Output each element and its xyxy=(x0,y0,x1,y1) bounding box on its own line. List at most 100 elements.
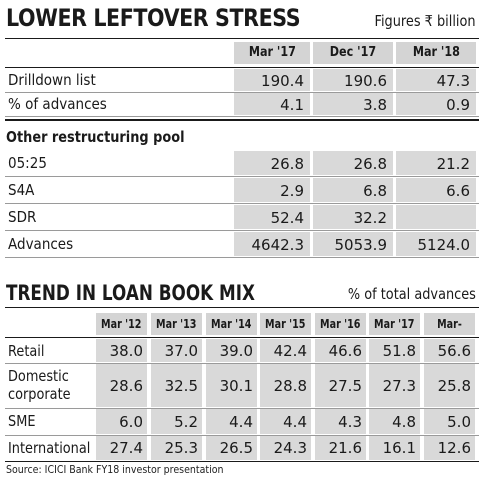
data-cell: 4.4 xyxy=(283,412,307,431)
column-header: Mar '17 xyxy=(369,313,420,335)
data-cell: 24.3 xyxy=(273,439,307,457)
cell-bg xyxy=(151,339,202,362)
row-divider xyxy=(5,257,479,258)
data-cell: 27.4 xyxy=(109,439,143,457)
data-cell: 4.1 xyxy=(280,96,304,114)
cell-bg xyxy=(369,436,420,460)
column-header: Mar '16 xyxy=(315,313,366,335)
data-cell: 51.8 xyxy=(382,341,416,360)
data-cell: 26.8 xyxy=(270,155,304,173)
cell-bg xyxy=(96,409,147,434)
data-cell: 32.5 xyxy=(164,376,198,395)
data-cell: 5.2 xyxy=(174,412,198,431)
divider xyxy=(5,337,479,338)
row-divider xyxy=(5,408,479,409)
row-divider xyxy=(5,363,479,364)
row-label: Advances xyxy=(8,235,74,253)
cell-bg xyxy=(424,364,475,407)
column-header: Mar '18 xyxy=(396,42,476,64)
cell-bg xyxy=(315,364,366,407)
cell-bg xyxy=(206,409,257,434)
data-cell: 5124.0 xyxy=(417,236,471,254)
row-label-line: International xyxy=(8,439,91,457)
cell-bg xyxy=(96,339,147,362)
data-cell: 16.1 xyxy=(382,439,416,457)
cell-bg xyxy=(369,339,420,362)
column-header: Mar '12 xyxy=(96,313,147,335)
cell-bg xyxy=(313,69,393,91)
row-label: Retail xyxy=(8,342,44,360)
data-cell: 25.8 xyxy=(437,376,471,395)
row-label-line: Domestic xyxy=(8,367,69,385)
data-cell: 5053.9 xyxy=(334,236,388,254)
column-header: Mar '15 xyxy=(260,313,311,335)
data-cell: 28.8 xyxy=(273,376,307,395)
cell-bg xyxy=(96,364,147,407)
data-cell: 190.6 xyxy=(344,72,387,90)
row-label: Drilldown list xyxy=(8,71,96,89)
data-cell: 28.6 xyxy=(109,376,143,395)
cell-bg xyxy=(313,178,393,202)
row-divider xyxy=(5,176,479,177)
cell-bg xyxy=(396,69,476,91)
data-cell: 6.6 xyxy=(446,182,470,200)
data-cell: 42.4 xyxy=(273,341,307,360)
cell-bg xyxy=(313,205,393,229)
row-divider xyxy=(5,230,479,231)
data-cell: 32.2 xyxy=(353,209,387,227)
cell-bg xyxy=(234,232,310,256)
row-label-line: corporate xyxy=(8,385,71,403)
cell-bg xyxy=(396,93,476,115)
cell-bg xyxy=(369,364,420,407)
cell-bg xyxy=(234,178,310,202)
data-cell: 56.6 xyxy=(437,341,471,360)
cell-bg xyxy=(313,151,393,175)
row-label: 05:25 xyxy=(8,154,47,172)
cell-bg xyxy=(369,409,420,434)
cell-bg xyxy=(424,409,475,434)
cell-bg xyxy=(260,339,311,362)
data-cell: 47.3 xyxy=(436,72,470,90)
row-divider xyxy=(5,203,479,204)
data-cell: 2.9 xyxy=(280,182,304,200)
cell-bg xyxy=(260,436,311,460)
cell-bg xyxy=(206,339,257,362)
data-cell: 26.5 xyxy=(219,439,253,457)
divider xyxy=(5,307,479,308)
cell-bg xyxy=(313,232,393,256)
data-cell: 0.9 xyxy=(446,96,470,114)
source-note: Source: ICICI Bank FY18 investor present… xyxy=(6,463,224,476)
data-cell: 21.2 xyxy=(436,155,470,173)
cell-bg xyxy=(96,436,147,460)
data-cell: 25.3 xyxy=(164,439,198,457)
data-cell: 26.8 xyxy=(353,155,387,173)
cell-bg xyxy=(396,205,476,229)
table1-unit: Figures ₹ billion xyxy=(374,12,476,30)
row-label: International xyxy=(8,439,90,457)
row-label: Domestic corporate xyxy=(8,367,71,403)
data-cell: 30.1 xyxy=(219,376,253,395)
data-cell: 6.0 xyxy=(119,412,143,431)
cell-bg xyxy=(234,69,310,91)
data-cell: 4.4 xyxy=(229,412,253,431)
cell-bg xyxy=(315,436,366,460)
column-header: Mar-'18 xyxy=(424,313,475,353)
cell-bg xyxy=(151,436,202,460)
divider xyxy=(5,67,479,68)
divider xyxy=(5,119,479,121)
cell-bg xyxy=(206,364,257,407)
cell-bg xyxy=(260,409,311,434)
table2-title: TREND IN LOAN BOOK MIX xyxy=(6,281,255,305)
data-cell: 52.4 xyxy=(270,209,304,227)
cell-bg xyxy=(315,409,366,434)
data-cell: 39.0 xyxy=(219,341,253,360)
row-label: SDR xyxy=(8,208,37,226)
row-label-line: SME xyxy=(8,412,36,430)
data-cell: 12.6 xyxy=(437,439,471,457)
data-cell: 27.3 xyxy=(382,376,416,395)
data-cell: 190.4 xyxy=(261,72,304,90)
row-divider xyxy=(5,116,479,117)
cell-bg xyxy=(396,151,476,175)
column-header: Mar '13 xyxy=(151,313,202,335)
data-cell: 4.3 xyxy=(338,412,362,431)
